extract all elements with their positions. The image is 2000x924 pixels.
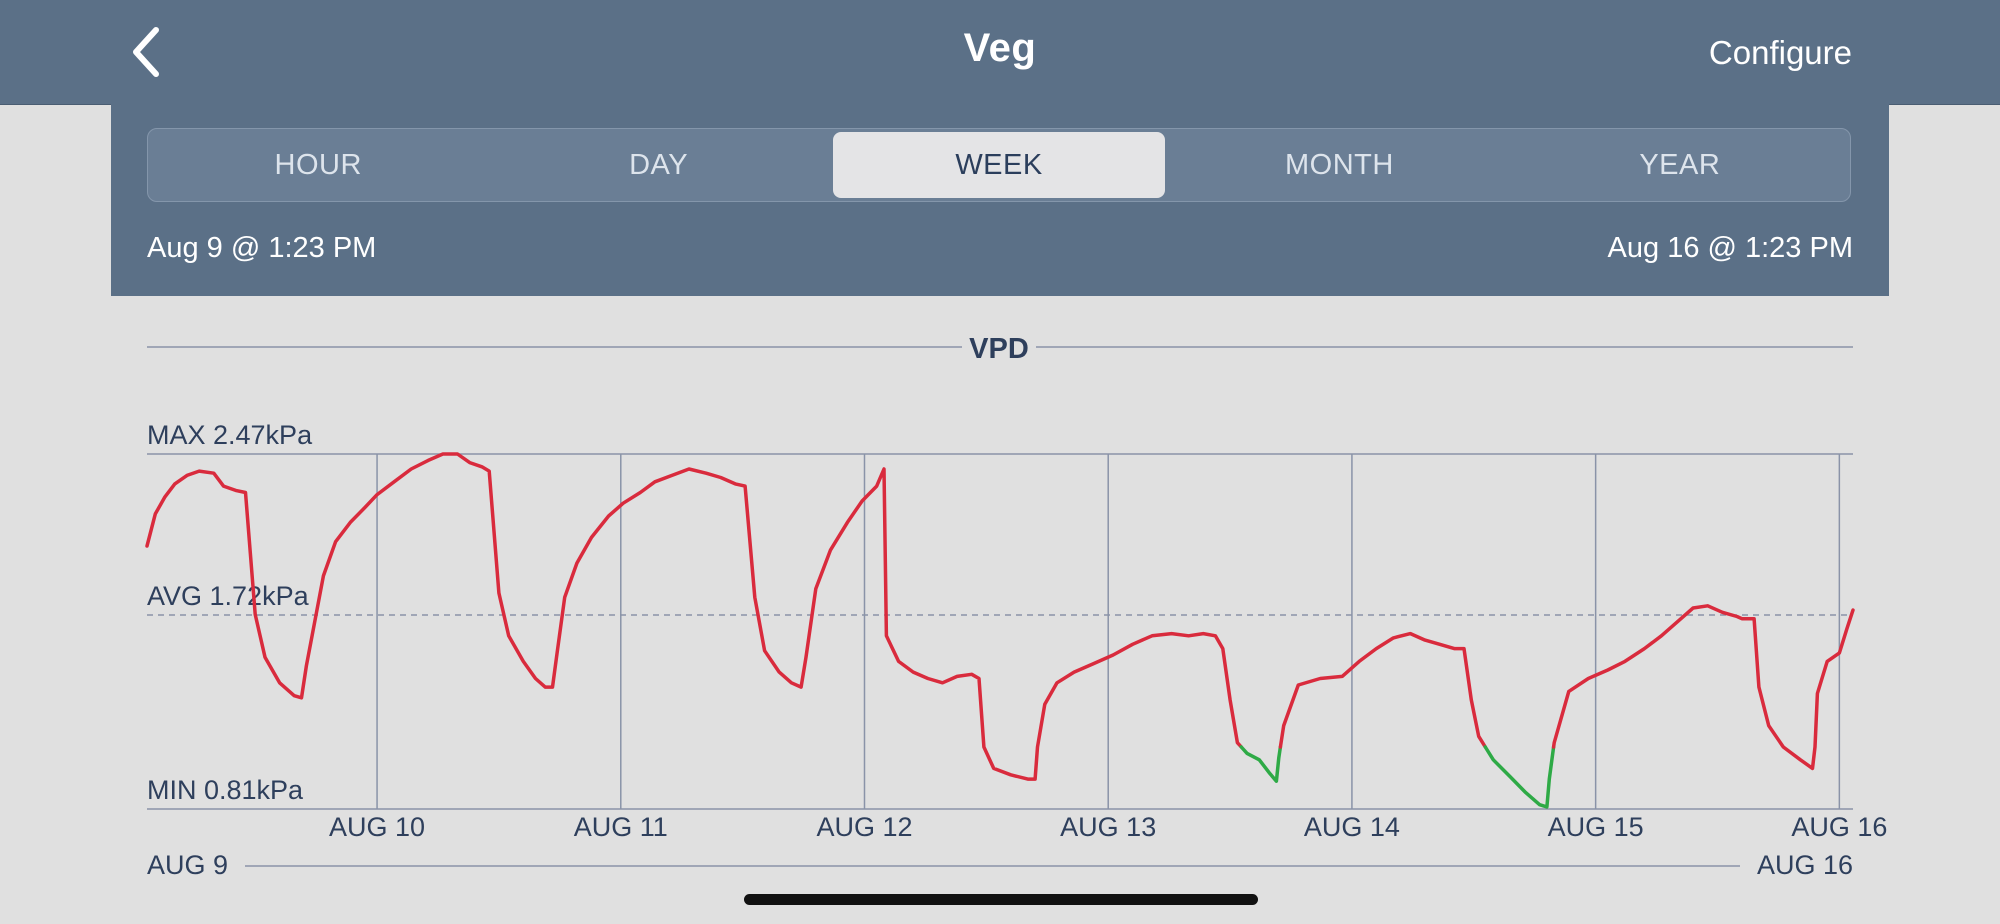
time-range-selector: HOUR DAY WEEK MONTH YEAR [147,128,1851,202]
vpd-series [145,452,1855,809]
chart-title: VPD [969,333,1029,365]
tick-label-aug-15: AUG 15 [1548,812,1644,842]
tick-label-aug-14: AUG 14 [1304,812,1400,842]
vpd-line-low-segment-1 [1239,745,1283,783]
tick-label-aug-11: AUG 11 [574,812,668,842]
vpd-line-segment-0 [145,452,1244,781]
tick-label-aug-13: AUG 13 [1060,812,1156,842]
tick-label-aug-12: AUG 12 [816,812,912,842]
segment-month[interactable]: MONTH [1285,148,1394,181]
min-label: MIN 0.81kPa [147,775,304,805]
avg-label: AVG 1.72kPa [147,581,310,611]
x-end-label: AUG 16 [1757,850,1853,880]
range-end-label: Aug 16 @ 1:23 PM [1607,232,1853,264]
segment-day[interactable]: DAY [629,148,689,181]
tick-label-aug-10: AUG 10 [329,812,425,842]
tick-label-aug-16: AUG 16 [1791,812,1887,842]
home-indicator [744,894,1258,905]
chevron-left-icon [133,27,159,77]
max-label: MAX 2.47kPa [147,420,313,450]
range-panel: HOUR DAY WEEK MONTH YEAR Aug 9 @ 1:23 PM… [111,104,1889,296]
segment-year[interactable]: YEAR [1639,148,1721,181]
back-button[interactable] [120,22,176,82]
day-gridlines [376,454,1841,809]
vpd-line-segment-2 [1278,631,1488,749]
range-start-label: Aug 9 @ 1:23 PM [147,232,377,264]
x-start-label: AUG 9 [147,850,228,880]
segment-hour[interactable]: HOUR [274,148,362,181]
vpd-line-segment-4 [1551,604,1855,771]
segment-week[interactable]: WEEK [832,132,1166,198]
configure-button[interactable]: Configure [1708,34,1852,71]
day-tick-labels: AUG 10 AUG 11 AUG 12 AUG 13 AUG 14 AUG 15 AUG … [329,812,1887,842]
vpd-line-low-segment-3 [1483,745,1556,809]
